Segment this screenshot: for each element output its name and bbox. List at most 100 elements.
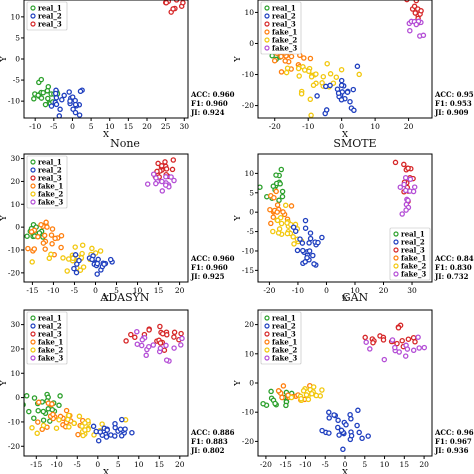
x-tick-label: 10 [133, 286, 143, 295]
point-fake_2 [79, 250, 85, 257]
legend-label-real_1: real_1 [272, 314, 296, 323]
x-tick-label: -5 [74, 460, 82, 469]
x-tick-label: 25 [161, 122, 171, 131]
point-fake_3 [157, 345, 164, 352]
panel-3: -15 -10 -5 0 5 10 15 20 -20 -10 0 10 20 30 X Yreal_1rea… [0, 153, 235, 304]
legend-label-fake_2: fake_2 [272, 36, 297, 45]
legend-label-fake_3: fake_3 [401, 270, 426, 279]
point-fake_1 [273, 188, 279, 195]
y-tick-label: 0 [249, 379, 254, 388]
point-real_2 [112, 433, 118, 439]
legend-label-real_2: real_2 [272, 12, 296, 21]
legend-marker-fake_3 [30, 355, 36, 361]
point-fake_3 [407, 27, 413, 34]
legend-label-real_3: real_3 [38, 174, 62, 183]
panel-4: -20 -10 0 10 20 30-15-10-50510XYreal_1real_2r… [233, 153, 474, 304]
point-real_2 [331, 412, 337, 418]
point-fake_3 [159, 178, 165, 185]
point-real_1 [258, 184, 263, 190]
point-real_1 [273, 172, 279, 178]
legend-label-fake_3: fake_3 [38, 354, 63, 363]
legend-label-real_2: real_2 [401, 238, 425, 247]
point-real_3 [169, 166, 176, 173]
x-tick-label: -15 [280, 460, 292, 469]
x-tick-label: -10 [51, 460, 63, 469]
point-real_1 [268, 388, 274, 395]
point-real_2 [354, 63, 361, 70]
legend-box [260, 1, 302, 55]
point-fake_3 [392, 344, 398, 351]
point-real_1 [260, 400, 266, 407]
point-real_2 [72, 109, 79, 116]
point-fake_1 [278, 69, 285, 75]
x-axis-label: X [342, 294, 349, 304]
point-fake_3 [410, 347, 417, 354]
legend-label-fake_1: fake_1 [401, 254, 426, 263]
point-real_2 [94, 271, 100, 277]
point-real_2 [354, 422, 360, 429]
point-real_3 [170, 6, 176, 12]
legend-label-fake_1: fake_1 [38, 182, 63, 191]
panel-2: -20 -10 0 10 20 -20 -10 0 10 X Yreal_1real_2real_3… [233, 0, 474, 140]
point-fake_1 [40, 240, 47, 246]
point-fake_1 [247, 52, 251, 56]
y-axis-label: Y [0, 380, 9, 387]
point-fake_3 [421, 344, 428, 351]
y-tick-label: 0 [249, 208, 254, 217]
point-fake_3 [381, 356, 388, 363]
point-real_1 [278, 166, 285, 173]
point-fake_3 [178, 342, 184, 348]
legend-label-real_3: real_3 [38, 20, 62, 29]
y-axis-label: Y [233, 215, 243, 222]
point-real_2 [76, 257, 82, 264]
metric-text: F1: 0.960 [191, 263, 228, 272]
y-tick-label: 30 [10, 154, 20, 163]
y-axis-label: Y [0, 56, 9, 63]
y-axis-label: Y [233, 380, 243, 387]
point-real_2 [90, 423, 97, 430]
legend-marker-fake_3 [393, 271, 399, 277]
point-real_1 [57, 393, 63, 399]
point-real_1 [279, 193, 286, 200]
point-real_2 [310, 252, 316, 259]
point-real_2 [101, 261, 107, 267]
caption-smote: SMOTE [333, 137, 377, 150]
legend-box [26, 1, 68, 31]
point-fake_3 [146, 343, 152, 350]
point-fake_2 [60, 255, 66, 261]
point-real_2 [338, 427, 345, 434]
legend-label-fake_3: fake_3 [38, 198, 63, 207]
point-fake_1 [267, 206, 273, 213]
legend-marker-real_1 [30, 315, 36, 321]
point-real_3 [163, 0, 170, 6]
legend-marker-fake_2 [264, 37, 270, 43]
point-real_1 [44, 87, 51, 94]
point-real_1 [31, 395, 38, 401]
y-tick-label: 30 [10, 320, 20, 329]
panel-1: -10 -5 0 5 10 15 20 25 30-10-50510XYreal_1real_2… [0, 0, 235, 140]
point-real_2 [306, 240, 312, 246]
point-fake_3 [159, 188, 166, 194]
legend-label-real_2: real_2 [272, 322, 296, 331]
point-real_3 [123, 338, 129, 344]
point-fake_3 [134, 328, 140, 335]
point-fake_2 [77, 267, 84, 273]
point-fake_2 [53, 425, 60, 431]
point-fake_2 [71, 420, 77, 427]
y-tick-label: 10 [244, 349, 254, 358]
point-real_2 [294, 247, 301, 254]
point-fake_2 [308, 112, 314, 118]
point-fake_1 [49, 241, 55, 247]
point-fake_2 [295, 65, 302, 72]
point-fake_3 [179, 335, 185, 342]
point-real_2 [297, 236, 303, 242]
point-fake_2 [72, 244, 78, 250]
point-real_3 [157, 323, 163, 330]
point-real_2 [73, 269, 80, 276]
point-fake_2 [284, 65, 291, 71]
metric-text: ACC: 0.953 [434, 90, 474, 99]
point-real_3 [162, 159, 168, 165]
point-fake_3 [171, 177, 177, 184]
point-real_2 [302, 225, 309, 231]
